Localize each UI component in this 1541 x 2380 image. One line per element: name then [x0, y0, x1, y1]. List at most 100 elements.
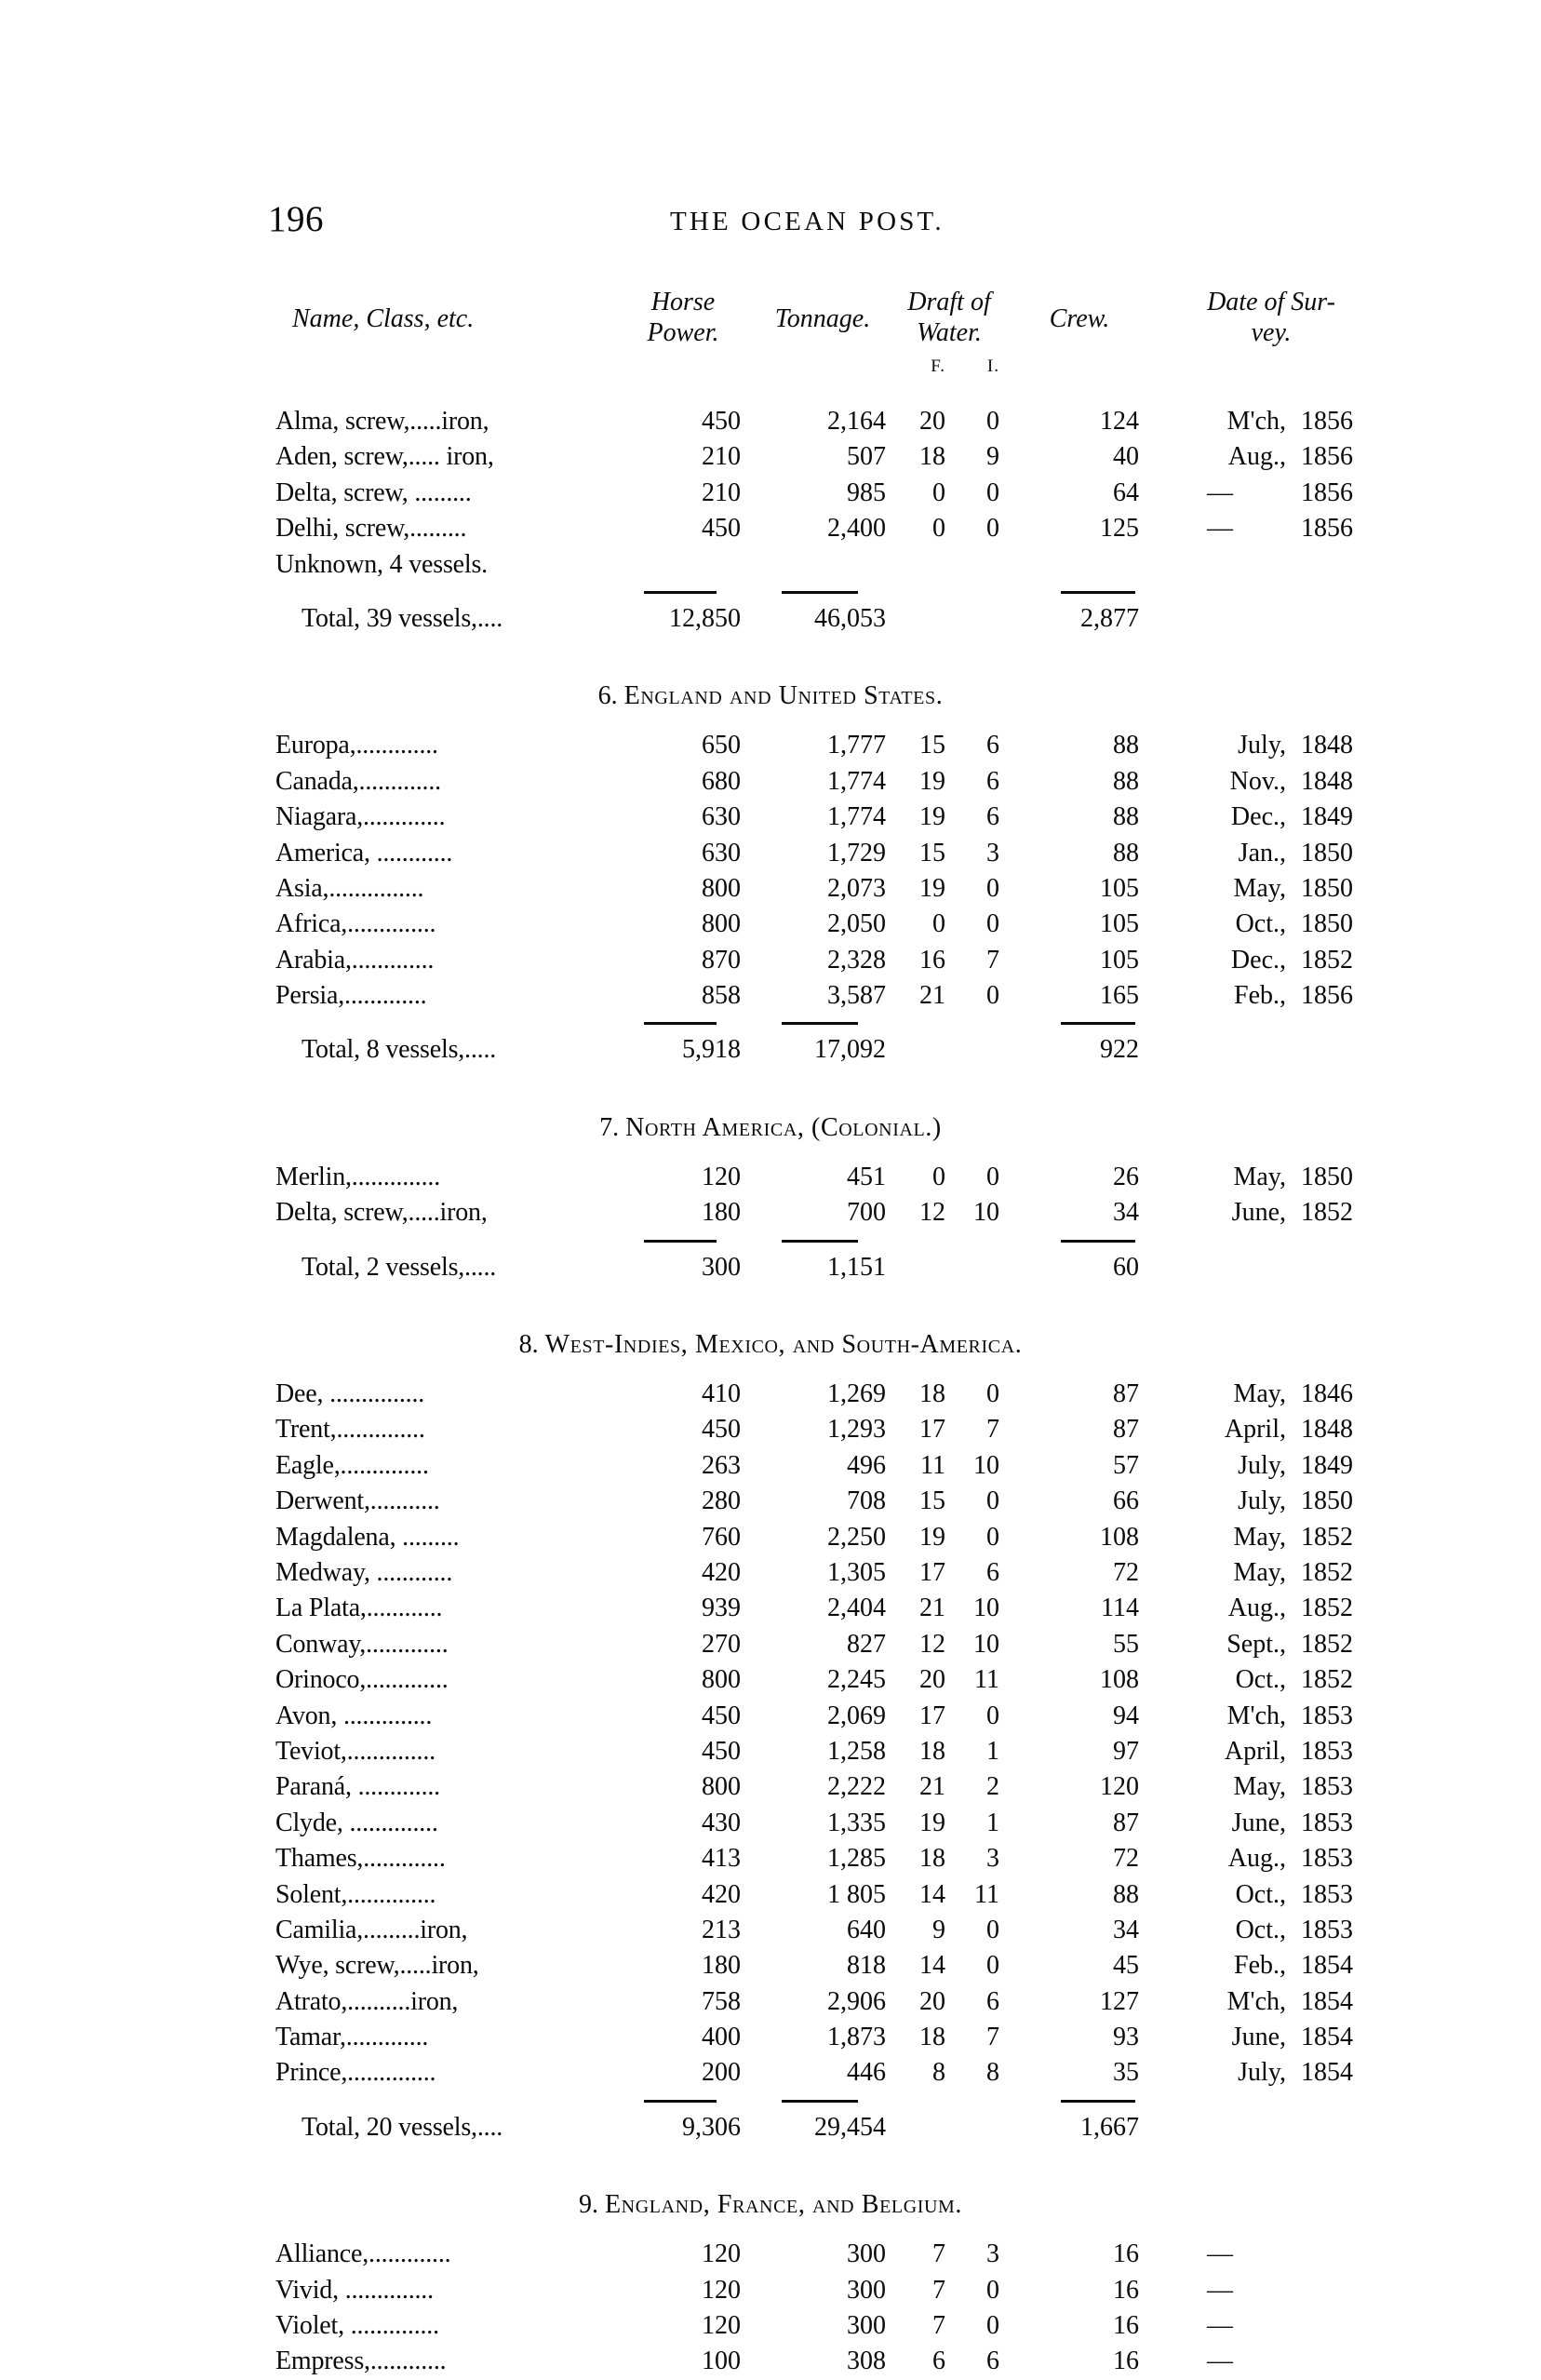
cell-horse-power: 760	[702, 1522, 741, 1552]
cell-crew: 16	[1113, 2275, 1139, 2305]
column-header-draft-line2: Water.	[917, 318, 982, 347]
cell-crew: 64	[1113, 477, 1139, 507]
cell-total-horse-power: 12,850	[669, 603, 741, 633]
cell-draft-inches: 6	[986, 2346, 999, 2376]
column-header-name: Name, Class, etc.	[292, 304, 475, 333]
section-heading-number: 8.	[518, 1330, 545, 1360]
cell-name: Magdalena, .........	[275, 1522, 460, 1552]
cell-draft-feet: 9	[932, 1915, 945, 1944]
cell-crew: 108	[1100, 1522, 1139, 1552]
cell-draft-feet: 18	[919, 1379, 945, 1409]
cell-survey-month: —	[1207, 514, 1233, 544]
cell-survey-month: June,	[1231, 1808, 1286, 1837]
table-row: Europa,............. 650 1,777 15 6 88 July, 18…	[0, 728, 1541, 763]
column-header-horse-power: Horse Power.	[614, 287, 752, 348]
total-rule-set	[0, 1231, 1541, 1250]
cell-total-horse-power: 9,306	[682, 2112, 741, 2142]
cell-tonnage: 300	[847, 2239, 886, 2269]
cell-horse-power: 413	[702, 1844, 741, 1874]
cell-name: Derwent,...........	[275, 1486, 440, 1516]
cell-tonnage: 446	[847, 2058, 886, 2088]
column-header-draft-of-water: Draft of Water.	[886, 287, 1012, 348]
section-heading-text: North America, (Colonial.)	[625, 1112, 942, 1142]
cell-draft-inches: 11	[974, 1879, 999, 1909]
cell-draft-inches: 6	[986, 802, 999, 832]
cell-draft-feet: 6	[932, 2346, 945, 2376]
cell-horse-power: 450	[702, 514, 741, 544]
cell-draft-feet: 0	[932, 514, 945, 544]
cell-horse-power: 800	[702, 909, 741, 939]
cell-tonnage: 2,250	[827, 1522, 886, 1552]
cell-horse-power: 180	[702, 1198, 741, 1228]
cell-draft-inches: 1	[986, 1736, 999, 1766]
cell-draft-inches: 0	[986, 873, 999, 903]
table-row: Canada,............. 680 1,774 19 6 88 Nov., 18…	[0, 764, 1541, 800]
total-row: Total, 8 vessels,..... 5,918 17,092 922	[0, 1032, 1541, 1068]
cell-survey-month: Oct.,	[1235, 909, 1286, 939]
cell-survey-year: 1852	[1301, 1665, 1353, 1695]
cell-crew: 93	[1113, 2023, 1139, 2052]
cell-draft-inches: 0	[986, 477, 999, 507]
cell-name: Niagara,.............	[275, 802, 446, 832]
cell-name: Europa,.............	[275, 731, 438, 760]
page-number: 196	[268, 199, 324, 239]
cell-horse-power: 939	[702, 1593, 741, 1623]
cell-tonnage: 2,050	[827, 909, 886, 939]
cell-survey-year: 1850	[1301, 838, 1353, 867]
cell-survey-month: —	[1207, 2311, 1233, 2341]
cell-crew: 105	[1100, 909, 1139, 939]
cell-name: Persia,.............	[275, 981, 427, 1011]
table-row: Teviot,.............. 450 1,258 18 1 97 April,…	[0, 1734, 1541, 1769]
cell-name: Africa,..............	[275, 909, 436, 939]
cell-survey-month: Oct.,	[1235, 1879, 1286, 1909]
cell-survey-year: 1854	[1301, 2023, 1353, 2052]
cell-survey-month: May,	[1233, 1379, 1286, 1409]
cell-horse-power: 180	[702, 1951, 741, 1981]
section-heading-number: 7.	[599, 1112, 626, 1142]
table-row: Orinoco,............. 800 2,245 20 11 108 Oct.…	[0, 1662, 1541, 1698]
cell-crew: 72	[1113, 1844, 1139, 1874]
cell-name: Delhi, screw,.........	[275, 514, 467, 544]
spacer	[0, 387, 1541, 404]
cell-survey-year: 1846	[1301, 1379, 1353, 1409]
cell-tonnage: 300	[847, 2311, 886, 2341]
cell-tonnage: 1,335	[827, 1808, 886, 1837]
cell-horse-power: 410	[702, 1379, 741, 1409]
cell-crew: 26	[1113, 1162, 1139, 1191]
cell-name: Thames,.............	[275, 1844, 446, 1874]
cell-survey-month: July,	[1238, 2058, 1286, 2088]
table-row: Arabia,............. 870 2,328 16 7 105 Dec., 1…	[0, 943, 1541, 978]
section-heading-text: England and United States.	[623, 681, 944, 711]
cell-draft-inches: 1	[986, 1808, 999, 1837]
cell-draft-inches: 8	[986, 2058, 999, 2088]
cell-draft-feet: 19	[919, 1808, 945, 1837]
vessel-tables: Name, Class, etc. Horse Power. Tonnage. …	[0, 279, 1541, 2380]
cell-survey-year: 1854	[1301, 2058, 1353, 2088]
cell-horse-power: 400	[702, 2023, 741, 2052]
cell-tonnage: 1,777	[827, 731, 886, 760]
cell-horse-power: 120	[702, 1162, 741, 1191]
cell-survey-month: Aug.,	[1227, 1593, 1286, 1623]
cell-total-tonnage: 46,053	[814, 603, 886, 633]
cell-name: Violet, ..............	[275, 2311, 439, 2341]
cell-draft-feet: 19	[919, 802, 945, 832]
cell-draft-feet: 17	[919, 1701, 945, 1730]
cell-draft-feet: 12	[919, 1629, 945, 1659]
total-row: Total, 20 vessels,.... 9,306 29,454 1,667	[0, 2110, 1541, 2145]
cell-survey-year: 1853	[1301, 1844, 1353, 1874]
table-row: Derwent,........... 280 708 15 0 66 July, 1850	[0, 1484, 1541, 1519]
cell-name: Medway, ............	[275, 1557, 453, 1587]
cell-tonnage: 1,774	[827, 802, 886, 832]
running-title: THE OCEAN POST.	[670, 207, 945, 236]
cell-crew: 114	[1101, 1593, 1139, 1623]
cell-draft-feet: 20	[919, 1986, 945, 2016]
table-row: Alma, screw,.....iron, 450 2,164 20 0 124 M'ch…	[0, 404, 1541, 439]
cell-horse-power: 630	[702, 838, 741, 867]
cell-survey-month: May,	[1233, 1557, 1286, 1587]
table-row: Avon, .............. 450 2,069 17 0 94 M'ch, 18…	[0, 1699, 1541, 1734]
cell-survey-year: 1852	[1301, 1522, 1353, 1552]
table-row: Asia,............... 800 2,073 19 0 105 May, 18…	[0, 871, 1541, 907]
table-row: Delta, screw, ......... 210 985 0 0 64 — 1856	[0, 476, 1541, 511]
cell-horse-power: 630	[702, 802, 741, 832]
cell-tonnage: 2,906	[827, 1986, 886, 2016]
